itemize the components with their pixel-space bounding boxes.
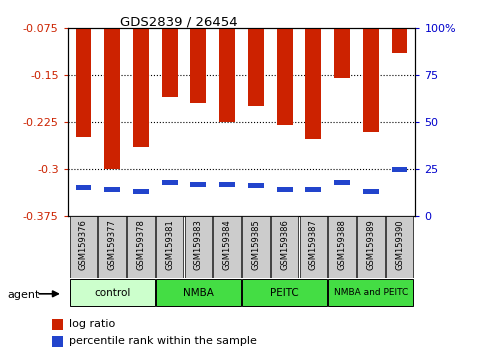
Text: GDS2839 / 26454: GDS2839 / 26454 bbox=[120, 16, 238, 29]
Bar bbox=[305, 28, 321, 139]
FancyBboxPatch shape bbox=[242, 216, 270, 278]
Bar bbox=[133, 189, 149, 194]
Text: GSM159381: GSM159381 bbox=[165, 219, 174, 270]
FancyBboxPatch shape bbox=[99, 216, 126, 278]
Text: GSM159389: GSM159389 bbox=[366, 219, 375, 270]
Bar bbox=[190, 28, 206, 103]
FancyBboxPatch shape bbox=[386, 216, 413, 278]
Text: agent: agent bbox=[7, 290, 40, 299]
Text: log ratio: log ratio bbox=[69, 319, 115, 329]
Bar bbox=[53, 319, 63, 330]
Text: GSM159386: GSM159386 bbox=[280, 219, 289, 270]
FancyBboxPatch shape bbox=[299, 216, 327, 278]
Text: NMBA and PEITC: NMBA and PEITC bbox=[334, 289, 408, 297]
FancyBboxPatch shape bbox=[271, 216, 298, 278]
Text: GSM159387: GSM159387 bbox=[309, 219, 318, 270]
FancyBboxPatch shape bbox=[242, 279, 327, 307]
Text: GSM159377: GSM159377 bbox=[108, 219, 117, 270]
Bar bbox=[53, 336, 63, 347]
Bar bbox=[392, 28, 408, 53]
Text: NMBA: NMBA bbox=[183, 288, 214, 298]
Bar bbox=[363, 28, 379, 131]
FancyBboxPatch shape bbox=[156, 279, 241, 307]
Bar bbox=[104, 28, 120, 169]
Text: control: control bbox=[94, 288, 130, 298]
Bar bbox=[248, 28, 264, 107]
FancyBboxPatch shape bbox=[328, 216, 356, 278]
Bar bbox=[219, 28, 235, 122]
Text: PEITC: PEITC bbox=[270, 288, 299, 298]
Bar bbox=[162, 28, 178, 97]
FancyBboxPatch shape bbox=[357, 216, 384, 278]
Bar bbox=[334, 180, 350, 185]
Text: GSM159390: GSM159390 bbox=[395, 219, 404, 270]
Bar bbox=[104, 187, 120, 192]
Bar bbox=[133, 28, 149, 147]
Bar bbox=[75, 28, 91, 137]
Text: GSM159376: GSM159376 bbox=[79, 219, 88, 270]
FancyBboxPatch shape bbox=[185, 216, 212, 278]
FancyBboxPatch shape bbox=[70, 279, 155, 307]
Text: GSM159384: GSM159384 bbox=[223, 219, 232, 270]
Text: GSM159388: GSM159388 bbox=[338, 219, 347, 270]
FancyBboxPatch shape bbox=[70, 216, 97, 278]
Bar bbox=[219, 182, 235, 187]
Bar bbox=[305, 187, 321, 192]
FancyBboxPatch shape bbox=[328, 279, 413, 307]
Bar bbox=[392, 166, 408, 172]
Bar bbox=[248, 183, 264, 188]
Bar bbox=[75, 185, 91, 190]
Text: percentile rank within the sample: percentile rank within the sample bbox=[69, 336, 256, 346]
Text: GSM159385: GSM159385 bbox=[251, 219, 260, 270]
Bar bbox=[162, 180, 178, 185]
Bar bbox=[334, 28, 350, 78]
Text: GSM159378: GSM159378 bbox=[136, 219, 145, 270]
FancyBboxPatch shape bbox=[127, 216, 155, 278]
FancyBboxPatch shape bbox=[213, 216, 241, 278]
Bar bbox=[190, 182, 206, 187]
Bar bbox=[277, 187, 293, 192]
Bar bbox=[277, 28, 293, 125]
Bar bbox=[363, 189, 379, 194]
Text: GSM159383: GSM159383 bbox=[194, 219, 203, 270]
FancyBboxPatch shape bbox=[156, 216, 184, 278]
